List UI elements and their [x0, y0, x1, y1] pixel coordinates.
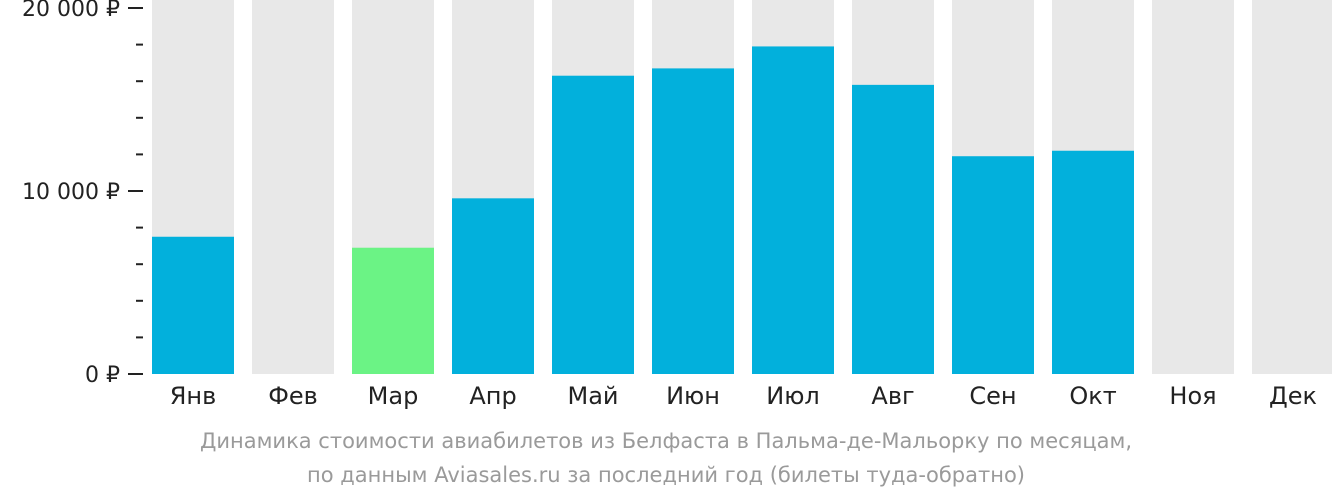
x-tick-label: Авг: [871, 382, 914, 410]
y-tick-label: 10 000 ₽: [22, 180, 120, 205]
price-chart: Янв Фев Мар Апр Май Июн Июл Авг Сен Окт Ноя Дек 0 ₽ 1…: [22, 0, 1332, 410]
bar: [1052, 150, 1134, 374]
y-tick-label: 0 ₽: [85, 363, 120, 388]
x-tick-label: Июн: [666, 382, 720, 410]
x-tick-label: Июл: [766, 382, 820, 410]
bar: [852, 84, 934, 375]
bar-background: [252, 0, 334, 374]
bar-background: [1152, 0, 1234, 374]
x-tick-label: Апр: [469, 382, 516, 410]
caption-line-2: по данным Aviasales.ru за последний год …: [307, 463, 1025, 487]
x-tick-label: Май: [567, 382, 618, 410]
chart-caption: Динамика стоимости авиабилетов из Белфас…: [0, 424, 1332, 492]
caption-line-1: Динамика стоимости авиабилетов из Белфас…: [199, 429, 1133, 453]
bar: [452, 198, 534, 374]
bar-background: [1252, 0, 1332, 374]
bar: [752, 46, 834, 375]
bar: [352, 247, 434, 374]
bar: [152, 236, 234, 374]
bar: [552, 75, 634, 375]
y-tick-label: 20 000 ₽: [22, 0, 120, 22]
x-tick-label: Фев: [268, 382, 318, 410]
x-tick-label: Дек: [1269, 382, 1317, 410]
x-tick-label: Ноя: [1169, 382, 1216, 410]
bar: [652, 68, 734, 374]
x-tick-label: Окт: [1069, 382, 1116, 410]
x-tick-label: Мар: [368, 382, 419, 410]
x-tick-label: Сен: [969, 382, 1016, 410]
x-tick-label: Янв: [170, 382, 217, 410]
bar: [952, 156, 1034, 374]
